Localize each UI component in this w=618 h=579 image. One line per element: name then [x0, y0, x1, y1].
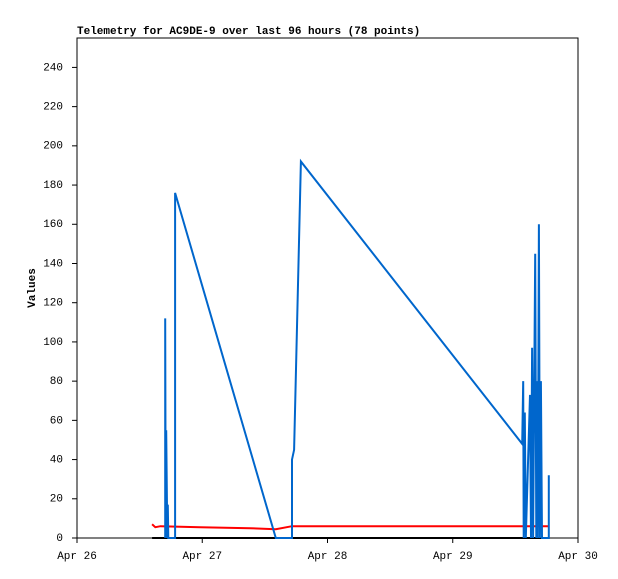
x-tick-label: Apr 26 — [57, 551, 97, 563]
y-tick-label: 160 — [43, 219, 63, 231]
y-tick-label: 100 — [43, 337, 63, 349]
y-tick-label: 20 — [50, 494, 63, 506]
series-line — [151, 523, 549, 531]
y-tick-label: 40 — [50, 454, 63, 466]
plot-area — [76, 37, 579, 539]
y-tick-label: 220 — [43, 102, 63, 114]
y-tick-label: 0 — [56, 533, 63, 545]
y-tick-label: 140 — [43, 258, 63, 270]
x-tick-label: Apr 28 — [308, 551, 348, 563]
y-tick-label: 120 — [43, 298, 63, 310]
x-tick-label: Apr 30 — [558, 551, 598, 563]
y-tick-label: 180 — [43, 180, 63, 192]
y-tick-label: 240 — [43, 62, 63, 74]
x-tick-label: Apr 29 — [433, 551, 473, 563]
chart-title: Telemetry for AC9DE-9 over last 96 hours… — [77, 26, 420, 38]
y-tick-label: 60 — [50, 415, 63, 427]
y-axis-label: Values — [27, 268, 39, 308]
series-line — [164, 158, 550, 539]
x-tick-label: Apr 27 — [182, 551, 222, 563]
y-tick-label: 80 — [50, 376, 63, 388]
y-tick-label: 200 — [43, 141, 63, 153]
